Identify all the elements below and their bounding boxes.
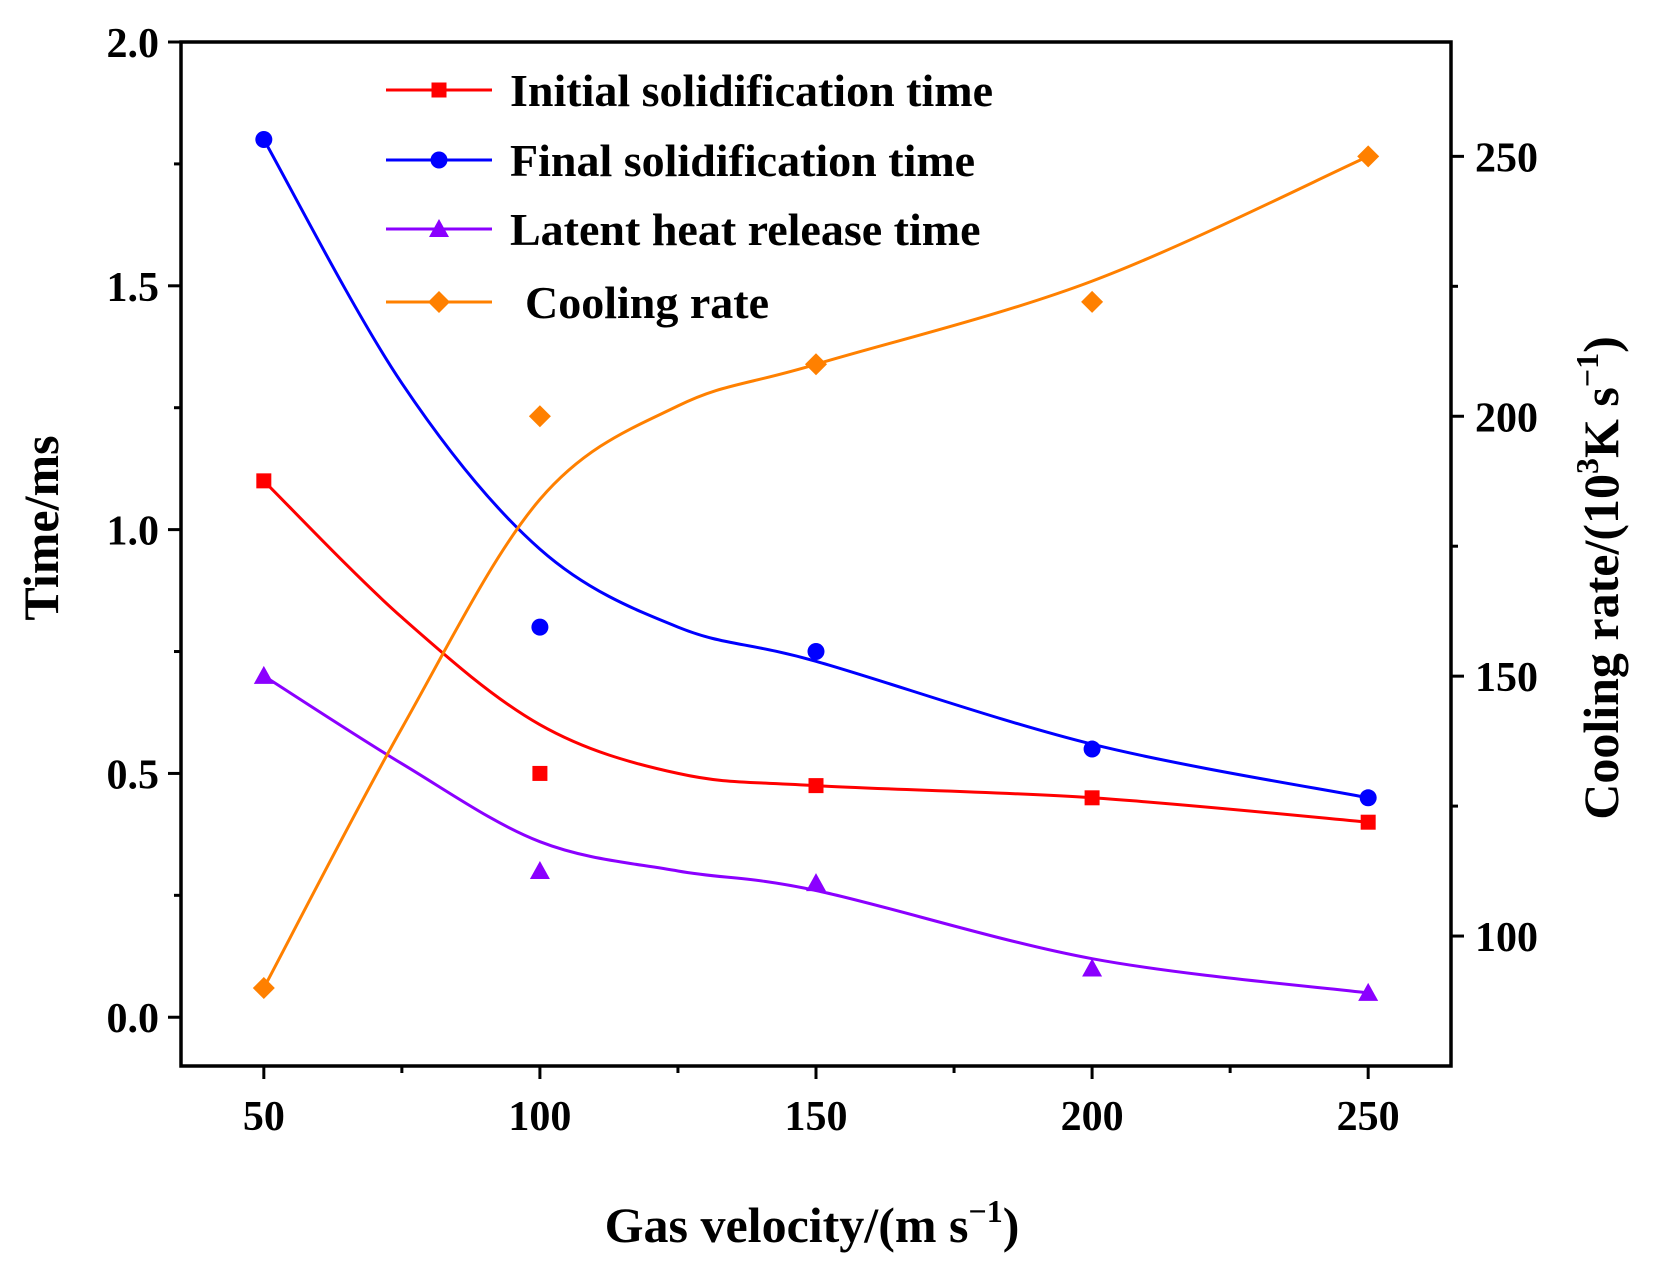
series-3-point — [1357, 145, 1380, 168]
y2-tick-label: 200 — [1475, 395, 1538, 441]
legend-marker — [429, 219, 449, 237]
series-0-fit-line — [262, 479, 1369, 824]
series-2-point — [253, 665, 274, 684]
data-markers — [252, 131, 1380, 1001]
series-1-fit-line — [262, 138, 1369, 800]
series-1-point — [807, 643, 825, 661]
series-2-point — [806, 873, 826, 892]
series-3-point — [528, 405, 551, 428]
series-2-point — [1082, 958, 1103, 977]
y2-tick-label: 250 — [1475, 135, 1538, 181]
x-axis-title-close: ) — [1003, 1197, 1020, 1253]
legend-marker — [428, 291, 450, 313]
x-tick-label: 50 — [243, 1094, 285, 1140]
y2-axis-title: Cooling rate/(103K s−1) — [1569, 336, 1629, 820]
legend-label: Final solidification time — [510, 135, 975, 186]
series-0-point — [532, 765, 548, 781]
series-3-point — [252, 977, 275, 1000]
y-axis-title: Time/ms — [13, 435, 69, 620]
x-tick-label: 150 — [785, 1094, 848, 1140]
plot-frame — [179, 40, 1453, 1068]
y-tick-label: 0.0 — [107, 996, 160, 1042]
y2-tick-label: 100 — [1475, 915, 1538, 961]
y2-axis-title-sup1: 3 — [1569, 458, 1605, 474]
series-0-point — [1084, 790, 1100, 806]
x-tick-label: 200 — [1061, 1094, 1124, 1140]
y-tick-label: 1.0 — [107, 509, 160, 555]
y2-axis-title-sup2: −1 — [1569, 353, 1605, 387]
legend-label: Cooling rate — [525, 277, 769, 328]
series-3-fit-line — [262, 155, 1369, 989]
y-tick-label: 2.0 — [107, 21, 160, 67]
legend-marker — [431, 82, 447, 98]
y-tick-label: 1.5 — [107, 265, 160, 311]
axis-ticks — [168, 40, 1464, 1079]
series-2-point — [1358, 982, 1379, 1001]
series-1-point — [255, 131, 273, 149]
series-3-point — [1081, 290, 1104, 313]
x-axis-title-main: Gas velocity/(m s — [605, 1197, 969, 1253]
legend-label: Initial solidification time — [510, 65, 993, 116]
series-3-point — [805, 353, 827, 376]
x-axis-title: Gas velocity/(m s−1) — [605, 1193, 1020, 1253]
series-1-point — [1083, 740, 1101, 758]
y2-axis-title-a: Cooling rate/(10 — [1573, 474, 1629, 820]
tick-labels: 50 100 150 200 250 0.0 0.5 1.0 1.5 2.0 100 150 200 25… — [107, 21, 1539, 1140]
series-2-fit-line — [262, 674, 1369, 995]
series-2-point — [529, 860, 550, 879]
fit-curves — [262, 138, 1369, 995]
legend-label: Latent heat release time — [510, 204, 981, 255]
series-1-point — [531, 618, 549, 636]
legend-marker — [430, 151, 448, 169]
y2-axis-title-c: ) — [1573, 336, 1629, 353]
y2-tick-label: 150 — [1475, 655, 1538, 701]
legend: Initial solidification time Final solidif… — [386, 65, 993, 328]
x-tick-label: 250 — [1337, 1094, 1400, 1140]
y2-axis-title-b: K s — [1573, 387, 1629, 458]
x-axis-title-sup: −1 — [968, 1193, 1002, 1229]
series-0-point — [256, 473, 272, 489]
series-0-point — [808, 778, 824, 794]
series-0-point — [1360, 814, 1376, 830]
y-tick-label: 0.5 — [107, 752, 160, 798]
series-1-point — [1359, 789, 1377, 807]
x-tick-label: 100 — [508, 1094, 571, 1140]
